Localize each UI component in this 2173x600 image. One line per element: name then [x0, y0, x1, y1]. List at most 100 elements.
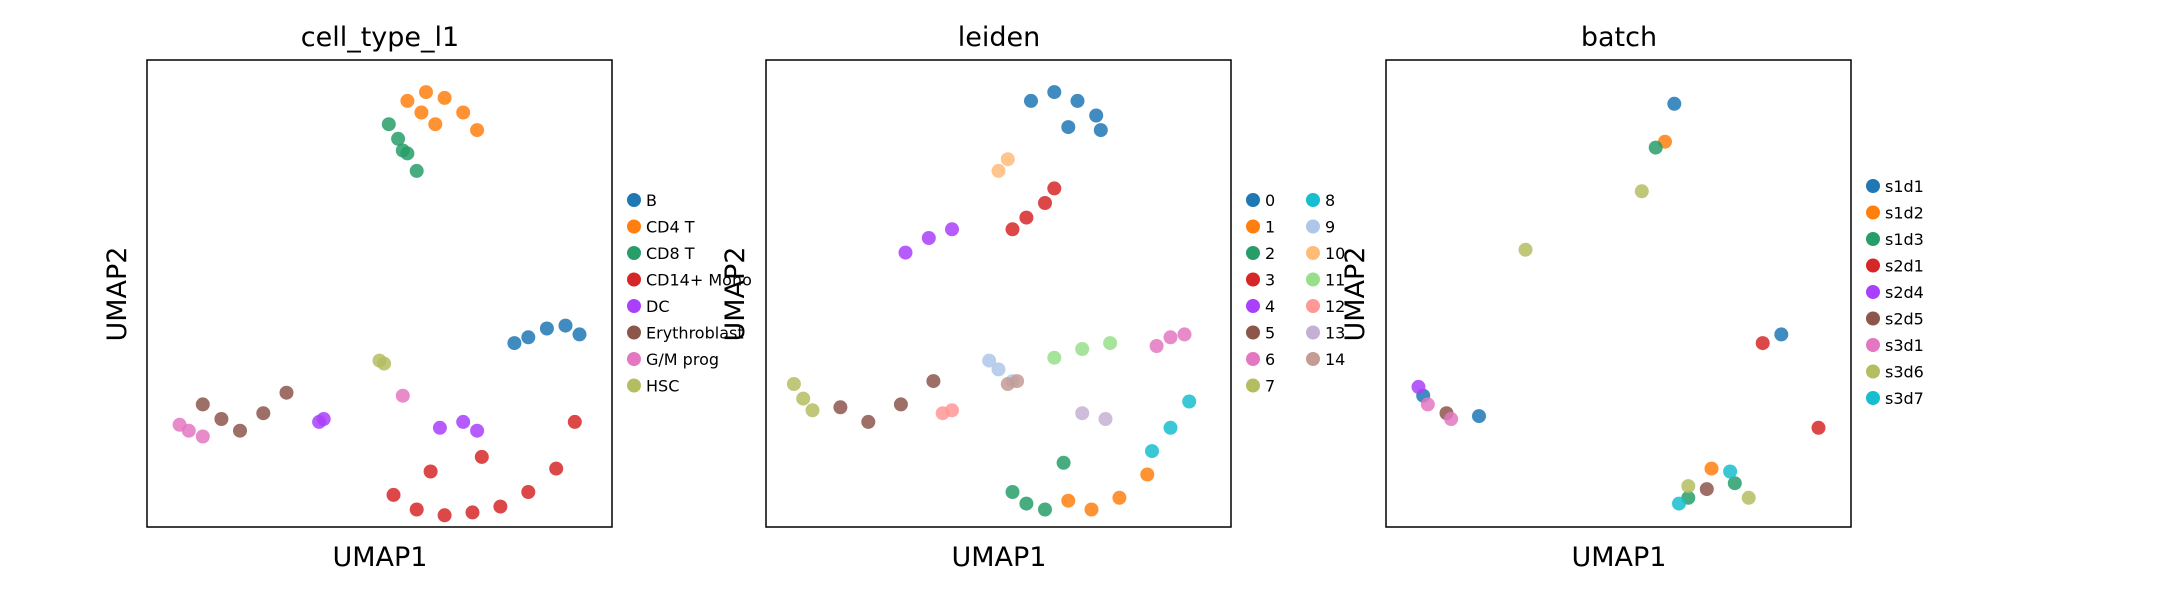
data-point [1163, 420, 1178, 435]
legend-marker [1306, 219, 1320, 234]
data-point [1098, 412, 1113, 426]
data-point [1112, 490, 1127, 505]
data-point [1811, 420, 1826, 435]
legend-item: 13 [1306, 324, 1345, 343]
series-hsc [372, 353, 392, 371]
series-10 [991, 152, 1015, 178]
legend-item: 12 [1306, 297, 1345, 316]
data-point [1444, 412, 1459, 426]
series-cd14-mono [386, 414, 582, 523]
legend-item: 9 [1306, 218, 1335, 237]
data-point [893, 397, 908, 412]
data-point [386, 487, 401, 502]
legend-label: 4 [1265, 297, 1275, 316]
data-point [493, 499, 508, 514]
legend-label: 9 [1325, 218, 1335, 237]
data-point [507, 336, 522, 351]
data-point [1024, 93, 1038, 108]
legend-item: s1d3 [1866, 230, 1924, 249]
data-point [1140, 467, 1155, 482]
legend-label: 1 [1265, 218, 1275, 237]
data-point [1061, 493, 1076, 508]
legend-marker [627, 272, 641, 287]
data-point [1672, 496, 1686, 511]
legend-label: 13 [1325, 324, 1345, 343]
data-point [316, 412, 331, 426]
legend-label: 8 [1325, 191, 1335, 210]
legend-marker [1866, 258, 1880, 273]
legend-label: 12 [1325, 297, 1345, 316]
data-point [1420, 397, 1435, 412]
legend-label: s3d1 [1885, 336, 1924, 355]
data-point [419, 85, 433, 100]
legend-marker [1866, 338, 1880, 352]
series-s1d2 [1658, 134, 1719, 476]
series-14 [1000, 374, 1025, 391]
legend-label: CD14+ Mono [646, 271, 752, 290]
series-s1d3 [1648, 140, 1742, 505]
data-point [1038, 196, 1052, 210]
data-point [414, 105, 429, 120]
data-point [432, 420, 447, 435]
data-point [1056, 455, 1071, 470]
legend-label: s1d2 [1885, 204, 1924, 223]
data-point [1774, 327, 1789, 342]
legend-item: 5 [1246, 324, 1275, 343]
legend-marker [1866, 232, 1880, 246]
legend-label: s3d6 [1885, 363, 1924, 382]
data-point [991, 163, 1006, 178]
data-point [898, 245, 913, 260]
legend-item: s1d1 [1866, 177, 1924, 196]
data-point [1089, 108, 1104, 123]
x-axis-label: UMAP1 [952, 542, 1047, 573]
data-point [423, 464, 438, 479]
legend-item: s1d2 [1866, 204, 1924, 223]
legend-marker [1246, 219, 1260, 234]
data-point [1019, 496, 1034, 511]
data-point [549, 461, 564, 476]
legend-marker [1866, 285, 1880, 299]
legend-item: s2d5 [1866, 310, 1924, 329]
legend-item: CD4 T [627, 218, 695, 237]
legend-marker [1306, 193, 1320, 207]
legend-marker [1306, 325, 1320, 340]
legend-marker [1306, 352, 1320, 366]
series-3 [1005, 181, 1062, 237]
legend-marker [627, 299, 641, 313]
legend-marker [627, 193, 641, 207]
legend-marker [1246, 246, 1260, 260]
y-axis-label: UMAP2 [1340, 247, 1371, 342]
legend-item: DC [627, 297, 670, 316]
data-point [833, 400, 848, 415]
plot-frame [146, 59, 613, 528]
legend-item: 3 [1246, 271, 1275, 290]
data-point [1103, 336, 1118, 351]
data-point [465, 505, 480, 520]
data-point [1634, 184, 1649, 199]
plot-frame [765, 59, 1232, 528]
legend-label: CD8 T [646, 244, 695, 263]
series-g-m-prog [172, 388, 410, 444]
data-point [437, 90, 452, 105]
legend-item: s2d1 [1866, 257, 1924, 276]
legend-label: G/M prog [646, 350, 719, 369]
series-6 [1149, 327, 1192, 353]
series-b [507, 318, 587, 351]
data-point [1667, 96, 1682, 111]
data-point [1518, 242, 1533, 257]
data-point [1000, 152, 1015, 167]
series-2 [1005, 455, 1071, 517]
data-point [1010, 374, 1025, 389]
data-point [377, 356, 392, 371]
panel-title: leiden [958, 22, 1040, 53]
data-point [572, 327, 587, 342]
data-point [521, 485, 536, 499]
legend-item: HSC [627, 377, 679, 396]
data-point [558, 318, 573, 333]
legend-label: 2 [1265, 244, 1275, 263]
legend-label: 3 [1265, 271, 1275, 290]
legend-item: 14 [1306, 350, 1345, 369]
data-point [1019, 210, 1034, 225]
